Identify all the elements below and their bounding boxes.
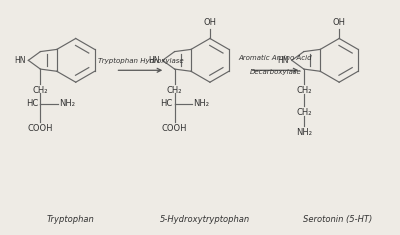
Text: HN: HN [148,56,160,65]
Text: NH₂: NH₂ [296,128,312,137]
Text: NH₂: NH₂ [194,99,210,108]
Text: HC: HC [160,99,173,108]
Text: CH₂: CH₂ [296,108,312,117]
Text: CH₂: CH₂ [167,86,182,95]
Text: Aromatic Amino Acid: Aromatic Amino Acid [239,55,312,61]
Text: OH: OH [204,18,216,27]
Text: Decarboxylase: Decarboxylase [250,69,302,75]
Text: CH₂: CH₂ [296,86,312,95]
Text: OH: OH [333,18,346,27]
Text: HN: HN [14,56,25,65]
Text: COOH: COOH [28,124,53,133]
Text: Tryptophan Hydroxylase: Tryptophan Hydroxylase [98,58,183,64]
Text: 5-Hydroxytryptophan: 5-Hydroxytryptophan [160,215,250,224]
Text: COOH: COOH [162,124,187,133]
Text: Tryptophan: Tryptophan [47,215,95,224]
Text: HN: HN [277,56,289,65]
Text: CH₂: CH₂ [33,86,48,95]
Text: Serotonin (5-HT): Serotonin (5-HT) [302,215,372,224]
Text: HC: HC [26,99,38,108]
Text: NH₂: NH₂ [59,99,75,108]
